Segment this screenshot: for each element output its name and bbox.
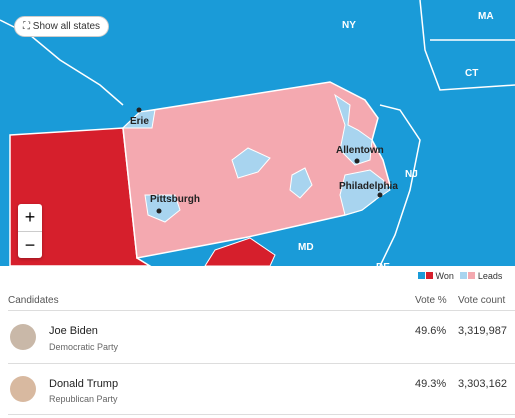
region-red [204, 237, 276, 266]
legend-label: Won [435, 271, 454, 281]
table-header: Candidates [8, 295, 59, 306]
vote-count: 3,319,987 [458, 325, 507, 337]
county-leads [334, 93, 373, 166]
city-label: Allentown [336, 145, 384, 156]
show-all-button[interactable]: ⛶ Show all states [14, 16, 110, 37]
table-header: Vote % [415, 295, 447, 306]
zoom-in[interactable]: + [18, 204, 42, 232]
ohio [9, 127, 152, 266]
city-dot [156, 208, 162, 214]
candidate-party: Republican Party [49, 394, 118, 404]
vote-count: 3,303,162 [458, 378, 507, 390]
map: NY MA CT NJ MD DE Erie Allentown Pittsbu… [0, 0, 515, 266]
state-label: MA [478, 11, 494, 22]
city-label: Pittsburgh [150, 194, 200, 205]
legend: Won Leads [418, 271, 502, 281]
avatar [10, 376, 36, 402]
divider [8, 363, 515, 364]
legend-swatch [418, 272, 425, 279]
city-dot [377, 192, 383, 198]
divider [8, 310, 515, 311]
border [379, 104, 421, 266]
county-leads [231, 147, 271, 179]
county-leads [121, 109, 156, 129]
state-label: NY [342, 20, 356, 31]
button-label: Show all states [32, 21, 101, 32]
county-leads [339, 169, 391, 216]
legend-label: Leads [477, 271, 503, 281]
state-label: DE [376, 262, 390, 266]
legend-swatch [426, 272, 433, 279]
zoom-out[interactable]: − [24, 235, 36, 255]
state-label: MD [298, 242, 314, 253]
county-leads [289, 167, 313, 199]
state-label: NJ [405, 169, 418, 180]
state-label: CT [465, 68, 478, 79]
candidate-name: Donald Trump [49, 378, 119, 390]
city-label: Philadelphia [339, 181, 398, 192]
candidate-name: Joe Biden [49, 325, 98, 337]
candidate-party: Democratic Party [49, 342, 119, 352]
county-leads [144, 194, 181, 223]
border [419, 0, 515, 91]
vote-percent: 49.3% [415, 378, 447, 390]
city-dot [354, 158, 360, 164]
divider [8, 414, 515, 415]
legend-swatch [468, 272, 476, 279]
legend-swatch [460, 272, 468, 279]
zoom-control: + − [18, 204, 42, 258]
city-dot [136, 107, 142, 113]
vote-percent: 49.6% [415, 325, 447, 337]
table-header: Vote count [458, 295, 506, 306]
city-label: Erie [130, 116, 149, 127]
avatar [10, 324, 36, 350]
